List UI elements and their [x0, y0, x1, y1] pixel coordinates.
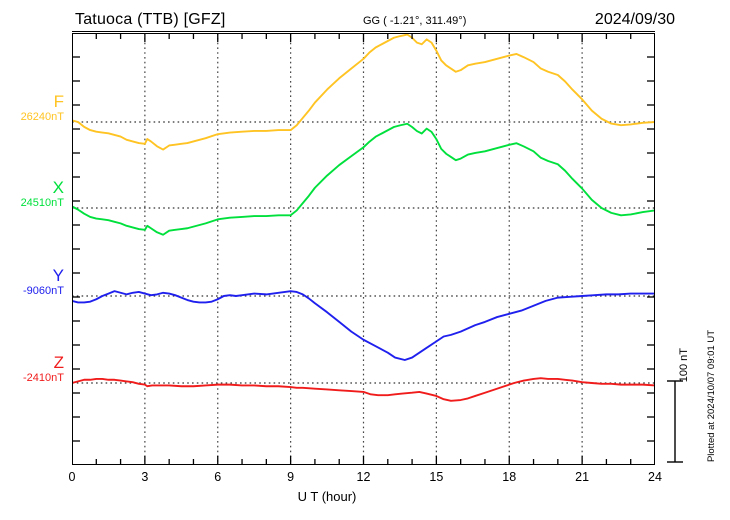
plot-svg — [72, 33, 655, 465]
magnetogram-plot — [72, 33, 655, 465]
geographic-coordinates: GG ( -1.21°, 311.49°) — [363, 15, 467, 27]
x-tick-label-18: 18 — [502, 470, 517, 484]
component-baselines — [72, 121, 655, 384]
x-tick-label-12: 12 — [356, 470, 371, 484]
x-tick-label-21: 21 — [575, 470, 590, 484]
x-tick-label-24: 24 — [648, 470, 662, 484]
component-name-x: X — [52, 178, 64, 197]
x-tick-label-15: 15 — [429, 470, 444, 484]
x-axis-title: U T (hour) — [297, 489, 357, 504]
trace-y — [72, 290, 655, 361]
scale-bar-label: 100 nT — [678, 348, 690, 383]
title-divider — [72, 31, 655, 32]
trace-z — [72, 377, 655, 402]
axis-ticks — [72, 33, 655, 465]
scale-bar — [667, 380, 683, 463]
x-tick-label-6: 6 — [214, 470, 222, 484]
plot-timestamp: Plotted at 2024/10/07 09:01 UT — [706, 330, 717, 463]
component-baseline-y: -9060nT — [23, 285, 64, 297]
x-tick-label-3: 3 — [141, 470, 149, 484]
trace-x — [72, 122, 655, 236]
component-baseline-f: 26240nT — [20, 111, 64, 123]
x-tick-label-0: 0 — [68, 470, 76, 484]
component-traces — [72, 33, 655, 402]
x-tick-label-9: 9 — [287, 470, 295, 484]
component-name-f: F — [53, 92, 64, 111]
page-title: Tatuoca (TTB) [GFZ] — [75, 11, 226, 28]
observation-date: 2024/09/30 — [594, 11, 675, 28]
gridlines — [144, 33, 583, 465]
trace-f — [72, 33, 655, 151]
component-name-z: Z — [53, 353, 64, 372]
component-name-y: Y — [52, 266, 64, 285]
component-baseline-x: 24510nT — [20, 197, 64, 209]
plot-frame — [72, 33, 655, 465]
component-baseline-z: -2410nT — [23, 372, 64, 384]
